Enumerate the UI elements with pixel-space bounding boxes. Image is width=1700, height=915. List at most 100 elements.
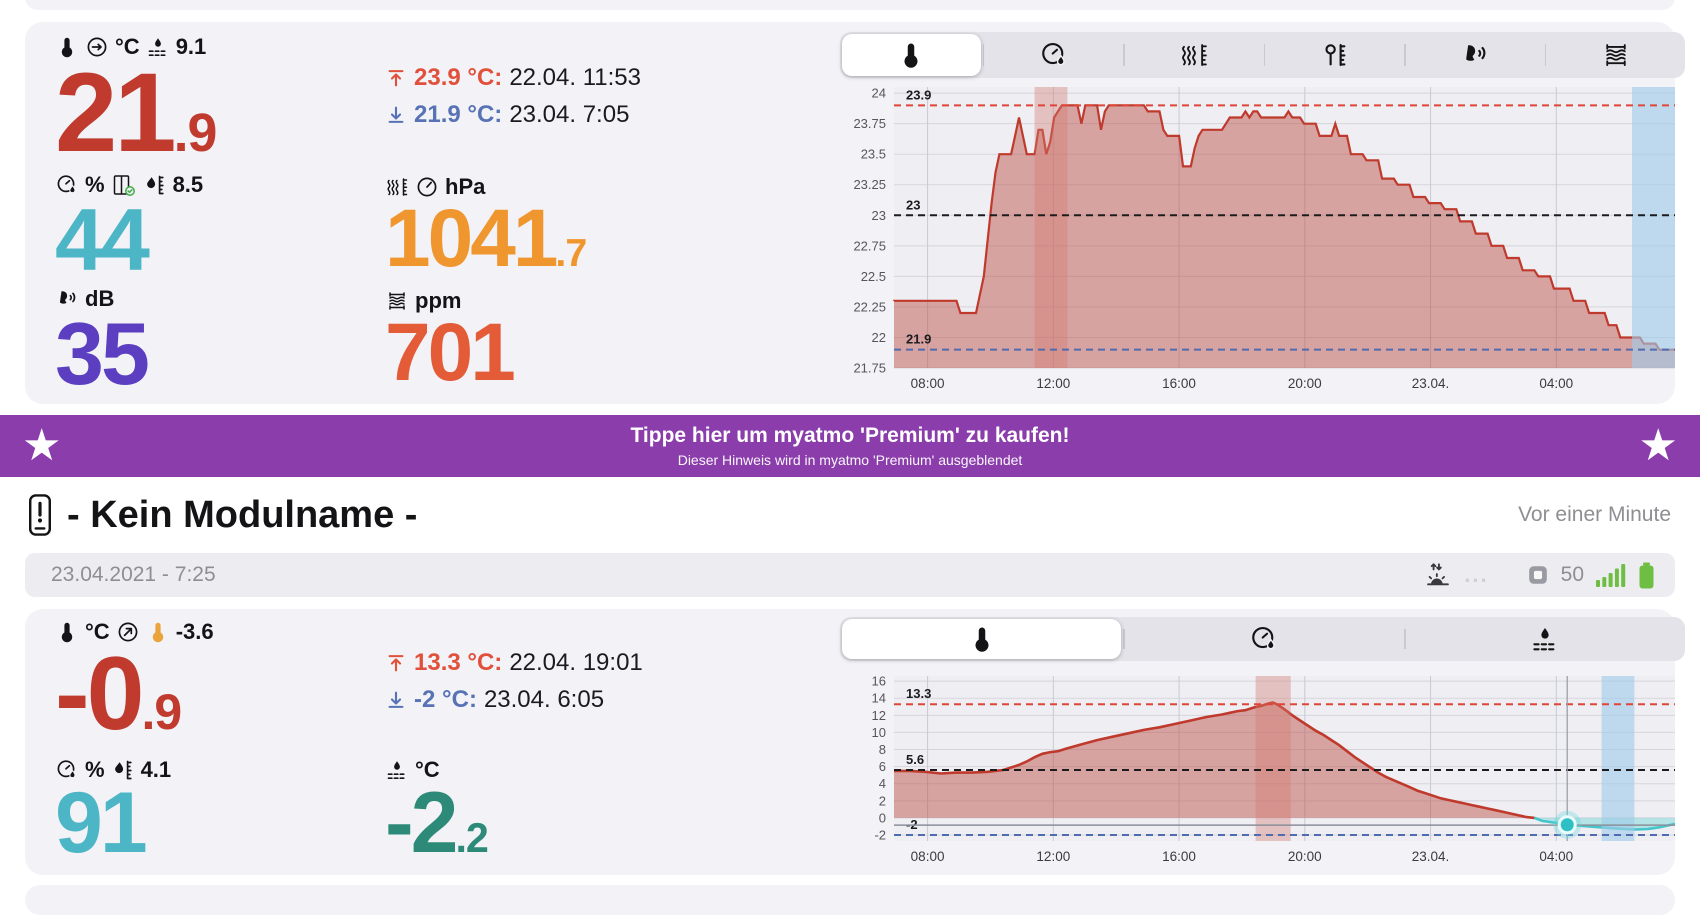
temperature-unit: °C <box>85 619 110 644</box>
svg-text:16:00: 16:00 <box>1162 376 1196 391</box>
module-icon <box>25 493 55 537</box>
datetime-bar: 23.04.2021 - 7:25 ... 50 <box>25 553 1675 597</box>
svg-text:22.5: 22.5 <box>861 269 886 284</box>
hygrometer-icon <box>1039 40 1069 70</box>
svg-text:23.04.: 23.04. <box>1412 849 1450 864</box>
tab-humidity[interactable] <box>1125 617 1404 661</box>
outdoor-module-card: °C -3.6 -0.9 % 4.1 91 13.3 °C: 22.04. 19… <box>25 609 1685 875</box>
tab-air-quality[interactable] <box>1546 32 1685 78</box>
temperature-metric: °C 9.1 21.9 <box>55 34 217 169</box>
svg-text:23.04.: 23.04. <box>1412 376 1450 391</box>
outdoor-temperature-chart[interactable]: 16 14 12 10 8 6 4 2 0 -2 08:00 12:00 16:00 20:00 23.04… <box>840 667 1685 869</box>
ellipsis-dots: ... <box>1464 562 1489 587</box>
previous-card-edge <box>25 0 1675 10</box>
svg-text:14: 14 <box>872 691 886 706</box>
outdoor-chart-tabs <box>840 617 1685 661</box>
svg-text:6: 6 <box>879 759 886 774</box>
tab-dewpoint[interactable] <box>1406 617 1685 661</box>
co2-value: 701 <box>385 307 516 398</box>
dewpoint-value: -2.2 <box>385 775 489 871</box>
indoor-chart-tabs <box>840 32 1685 78</box>
arrow-min-icon <box>385 689 407 711</box>
feels-like-value: -3.6 <box>175 619 214 644</box>
absolute-humidity-value: 8.5 <box>172 172 204 197</box>
arrow-max-icon <box>385 652 407 674</box>
svg-text:16:00: 16:00 <box>1162 849 1196 864</box>
min-temp: 21.9 °C: <box>414 101 503 128</box>
max-time: 22.04. 11:53 <box>509 64 641 91</box>
noise-face-icon <box>55 287 79 311</box>
svg-text:22.25: 22.25 <box>853 299 886 314</box>
tab-noise[interactable] <box>1406 32 1545 78</box>
svg-text:04:00: 04:00 <box>1539 849 1573 864</box>
tab-divider <box>1123 629 1125 649</box>
minmax-block: 23.9 °C: 22.04. 11:53 21.9 °C: 23.04. 7:… <box>385 64 641 129</box>
svg-text:22.75: 22.75 <box>853 238 886 253</box>
svg-text:23.75: 23.75 <box>853 116 886 131</box>
tab-temperature[interactable] <box>842 34 981 76</box>
humidity-value: 91 <box>55 775 148 871</box>
outdoor-module-header: - Kein Modulname - Vor einer Minute <box>25 488 1675 542</box>
svg-text:13.3: 13.3 <box>906 686 931 701</box>
svg-text:04:00: 04:00 <box>1539 376 1573 391</box>
tab-humidity[interactable] <box>984 32 1123 78</box>
svg-text:23.5: 23.5 <box>861 147 886 162</box>
svg-text:23.25: 23.25 <box>853 177 886 192</box>
svg-text:21.9: 21.9 <box>906 332 931 347</box>
tab-divider <box>1404 629 1406 649</box>
dewpoint-icon <box>1530 624 1560 654</box>
chip-icon <box>1527 564 1549 586</box>
indoor-temperature-chart[interactable]: 24 23.75 23.5 23.25 23 22.75 22.5 22.25 22 21.75 0… <box>840 78 1685 396</box>
premium-banner[interactable]: ★ Tippe hier um myatmo 'Premium' zu kauf… <box>0 415 1700 477</box>
svg-text:12: 12 <box>872 708 886 723</box>
tab-divider <box>1123 44 1125 66</box>
svg-text:12:00: 12:00 <box>1036 376 1070 391</box>
dewpoint-metric: °C -2.2 <box>385 757 489 871</box>
banner-subtitle: Dieser Hinweis wird in myatmo 'Premium' … <box>677 452 1023 468</box>
svg-text:21.75: 21.75 <box>853 361 886 376</box>
outdoor-chart-panel: 16 14 12 10 8 6 4 2 0 -2 08:00 12:00 16:00 20:00 23.04… <box>840 617 1685 869</box>
min-time: 23.04. 6:05 <box>483 686 605 713</box>
svg-text:0: 0 <box>879 810 886 825</box>
tab-temperature[interactable] <box>842 619 1122 659</box>
co2-unit: ppm <box>415 288 462 313</box>
star-icon: ★ <box>22 421 62 470</box>
svg-text:2: 2 <box>879 793 886 808</box>
svg-text:16: 16 <box>872 674 886 689</box>
window-check-icon <box>111 173 137 197</box>
svg-text:20:00: 20:00 <box>1288 849 1322 864</box>
dewpoint-icon <box>385 758 409 782</box>
tab-pressure[interactable] <box>1125 32 1264 78</box>
sunrise-icon <box>1424 561 1452 589</box>
thermometer-icon <box>55 620 79 644</box>
pressure-unit: hPa <box>445 174 486 199</box>
co2-ruler-icon <box>1320 40 1350 70</box>
min-row: -2 °C: 23.04. 6:05 <box>385 686 643 714</box>
minmax-block: 13.3 °C: 22.04. 19:01 -2 °C: 23.04. 6:05 <box>385 649 643 714</box>
max-temp: 13.3 °C: <box>414 649 503 676</box>
tab-divider <box>1404 44 1406 66</box>
signal-value: 50 <box>1560 563 1584 586</box>
tab-co2[interactable] <box>1265 32 1404 78</box>
co2-metric: ppm 701 <box>385 288 516 398</box>
module-name: - Kein Modulname - <box>67 493 418 536</box>
noise-unit: dB <box>85 286 115 311</box>
air-layers-icon <box>385 289 409 313</box>
indoor-module-card: °C 9.1 21.9 % 8.5 44 dB 35 23.9 °C: 22.0… <box>25 22 1685 404</box>
feels-like-thermometer-icon <box>146 620 170 644</box>
humidity-unit: % <box>85 172 105 197</box>
svg-text:8: 8 <box>879 742 886 757</box>
svg-text:10: 10 <box>872 725 886 740</box>
svg-text:23: 23 <box>906 197 920 212</box>
dewpoint-value: 9.1 <box>175 34 207 59</box>
svg-text:22: 22 <box>872 330 886 345</box>
dewpoint-icon <box>146 35 170 59</box>
datetime-text: 23.04.2021 - 7:25 <box>51 563 216 586</box>
temperature-metric: °C -3.6 -0.9 <box>55 619 214 746</box>
svg-text:20:00: 20:00 <box>1288 376 1322 391</box>
air-layers-icon <box>1601 40 1631 70</box>
max-row: 13.3 °C: 22.04. 19:01 <box>385 649 643 677</box>
hygrometer-icon <box>55 173 79 197</box>
max-row: 23.9 °C: 22.04. 11:53 <box>385 64 641 92</box>
svg-text:23.9: 23.9 <box>906 87 931 102</box>
